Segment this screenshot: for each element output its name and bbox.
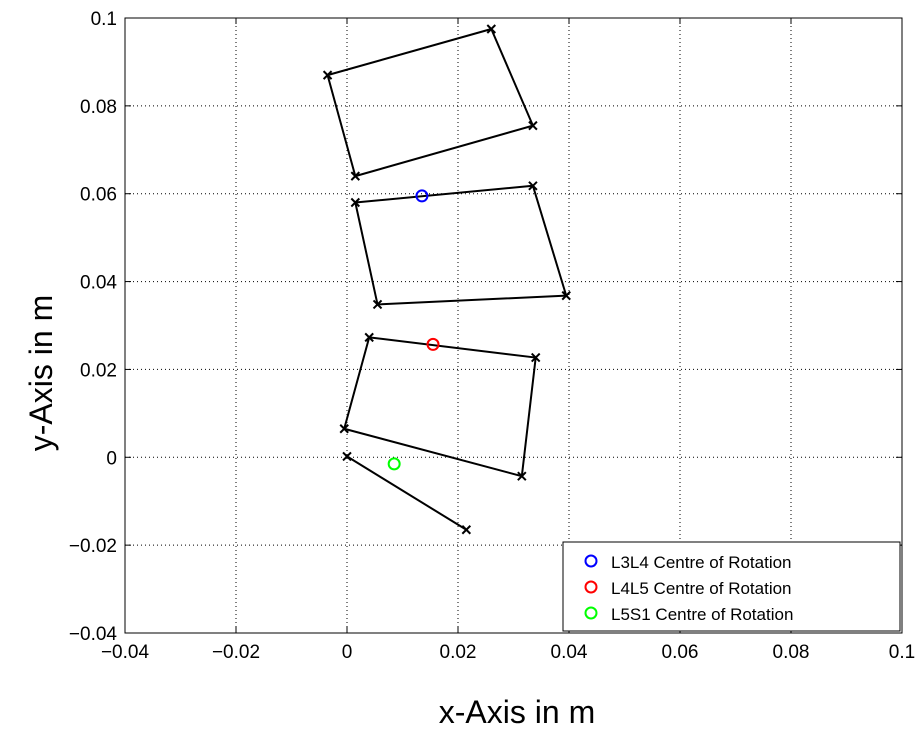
vertebra-outline-4 — [346, 455, 467, 531]
legend: L3L4 Centre of Rotation L4L5 Centre of Ro… — [562, 541, 901, 632]
vertex-x-marker — [461, 525, 472, 535]
legend-label: L4L5 Centre of Rotation — [611, 579, 792, 598]
legend-box — [562, 541, 901, 632]
y-tick-label: −0.02 — [69, 536, 117, 557]
legend-marker — [584, 580, 598, 594]
y-tick-label: 0 — [106, 448, 117, 469]
x-tick-label: 0.04 — [551, 642, 588, 663]
x-tick-label: 0.1 — [889, 642, 915, 663]
vertex-x-marker — [517, 471, 527, 481]
x-tick-label: 0.08 — [773, 642, 810, 663]
x-tick-label: 0 — [342, 642, 353, 663]
shape-layer — [322, 24, 571, 535]
y-tick-label: 0.02 — [80, 360, 117, 381]
vertex-x-marker — [350, 197, 361, 208]
vertex-x-marker — [342, 451, 352, 462]
vertex-x-marker — [561, 290, 571, 301]
legend-label: L5S1 Centre of Rotation — [611, 605, 793, 624]
x-tick-label: 0.06 — [662, 642, 699, 663]
centre-of-rotation-point-3 — [387, 457, 401, 471]
centre-of-rotation-point-1 — [415, 189, 429, 203]
centre-of-rotation-point-2 — [426, 337, 440, 351]
vertex-x-marker — [339, 424, 349, 434]
vertex-x-marker — [530, 352, 541, 363]
y-tick-label: 0.1 — [91, 9, 117, 30]
plot-frame — [124, 17, 903, 634]
x-tick-label: 0.02 — [440, 642, 477, 663]
vertex-x-marker — [486, 24, 497, 34]
vertex-x-marker — [322, 70, 333, 80]
y-axis-title: y-Axis in m — [23, 295, 59, 451]
legend-marker — [584, 606, 598, 620]
vertex-x-marker — [528, 120, 538, 131]
legend-label: L3L4 Centre of Rotation — [611, 553, 792, 572]
x-tick-label: −0.04 — [101, 642, 150, 663]
grid-layer — [125, 18, 902, 633]
y-tick-label: 0.04 — [80, 273, 117, 294]
legend-marker — [584, 554, 598, 568]
tick-layer: −0.04 −0.02 0 0.02 0.04 0.06 0.08 0.1 −0.04 −0.02… — [69, 9, 915, 663]
y-tick-label: 0.08 — [80, 97, 117, 118]
y-tick-label: 0.06 — [80, 185, 117, 206]
x-axis-title: x-Axis in m — [439, 694, 595, 730]
point-layer — [387, 189, 440, 471]
x-tick-label: −0.02 — [212, 642, 260, 663]
vertex-x-marker — [364, 332, 374, 343]
vertex-x-marker — [350, 171, 361, 181]
vertex-x-marker — [372, 299, 383, 310]
y-tick-label: −0.04 — [69, 624, 118, 645]
vertex-x-marker — [528, 181, 538, 191]
